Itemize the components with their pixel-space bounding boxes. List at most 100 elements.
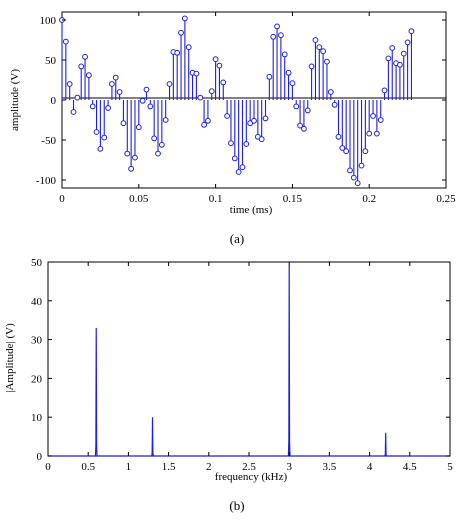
stem-marker: [193, 70, 200, 77]
stem-marker: [82, 53, 88, 60]
x-tick-label-b: 3.5: [323, 461, 337, 473]
stem-marker: [289, 80, 296, 87]
stem-marker: [339, 145, 346, 151]
stem-marker: [235, 169, 242, 175]
stem-marker: [316, 44, 323, 51]
stem-marker: [162, 117, 169, 123]
panel-caption-a: (a): [230, 231, 244, 246]
stem-marker: [220, 79, 227, 86]
stem-marker: [389, 45, 396, 51]
y-tick-label-a: -100: [36, 175, 57, 187]
stem-marker: [116, 89, 123, 95]
stem-marker: [74, 94, 81, 101]
x-tick-label-b: 5: [447, 461, 453, 473]
stem-marker: [304, 107, 311, 114]
stem-marker: [143, 86, 150, 93]
plot-area-b-frame: [47, 261, 451, 457]
x-tick-label-b: 2.5: [242, 461, 256, 473]
stem-marker: [66, 81, 73, 87]
x-axis-label-a: time (ms): [230, 204, 273, 216]
stem-marker: [312, 37, 319, 43]
stem-marker: [93, 129, 100, 135]
x-tick-label-a: 0.15: [283, 193, 303, 205]
y-axis-label-a: amplitude (V): [9, 69, 21, 131]
stem-marker: [120, 120, 127, 127]
x-tick-label-a: 0.1: [209, 193, 223, 205]
stem-marker: [297, 122, 303, 129]
y-tick-label-a: 0: [51, 95, 57, 107]
stem-marker: [358, 162, 365, 169]
y-tick-label-a: -50: [41, 135, 56, 147]
stem-marker: [243, 141, 250, 147]
stem-marker: [239, 164, 246, 171]
stem-marker: [343, 148, 350, 155]
x-tick-label-b: 0: [45, 461, 51, 473]
stem-marker: [266, 73, 273, 80]
stem-marker: [185, 44, 192, 51]
x-tick-label-b: 4.5: [403, 461, 417, 473]
stem-marker: [208, 88, 215, 95]
stem-marker: [128, 165, 135, 172]
spectrum-line: [48, 265, 450, 457]
x-tick-label-b: 1.5: [162, 461, 176, 473]
x-ticks-b: 0 0.5 1 1.5 2 2.5 3 3.5 4 4.5 5: [45, 262, 453, 473]
y-tick-label-a: 100: [40, 15, 57, 27]
stem-marker: [97, 145, 104, 152]
stem-marker: [370, 113, 376, 119]
stem-marker: [293, 103, 300, 110]
stem-marker: [281, 51, 288, 58]
x-tick-label-b: 1: [126, 461, 132, 473]
stem-marker: [212, 56, 219, 63]
x-tick-label-b: 4: [367, 461, 373, 473]
stem-marker: [270, 33, 277, 40]
x-tick-label-a: 0: [59, 193, 65, 205]
stem-marker: [112, 74, 119, 81]
y-axis-label-b: |Amplitude| (V): [4, 323, 16, 393]
stem-marker: [155, 150, 161, 157]
stem-marker: [308, 63, 315, 70]
x-tick-label-a: 0.2: [362, 193, 376, 205]
chart-b: 0 0.5 1 1.5 2 2.5 3 3.5 4 4.5 5 0 10 20 30 40 50 freque…: [4, 257, 453, 513]
stem-marker: [327, 89, 334, 95]
x-tick-label-b: 3: [286, 461, 292, 473]
stem-marker: [324, 58, 330, 65]
stem-marker: [197, 94, 204, 101]
y-tick-label-b: 50: [31, 257, 43, 269]
x-tick-label-a: 0.25: [436, 193, 456, 205]
x-axis-label-b: frequency (kHz): [215, 471, 288, 483]
stem-marker: [147, 103, 154, 110]
stem-marker: [231, 155, 238, 162]
stem-marker: [331, 101, 338, 108]
stem-marker: [174, 49, 181, 56]
stem-marker: [151, 135, 158, 142]
panel-caption-b: (b): [229, 498, 244, 513]
stem-marker: [320, 48, 327, 55]
y-tick-label-b: 40: [31, 296, 43, 308]
stem-marker: [132, 154, 138, 161]
stem-marker: [366, 130, 373, 137]
stem-marker: [224, 113, 231, 119]
stem-marker: [201, 121, 207, 128]
stem-marker: [381, 87, 388, 94]
y-tick-label-b: 20: [31, 373, 43, 385]
stem-marker: [124, 150, 131, 157]
y-tick-label-b: 0: [37, 451, 43, 463]
stem-marker: [373, 130, 380, 137]
stem-marker: [166, 81, 173, 87]
stem-marker: [135, 124, 142, 131]
x-tick-label-a: 0.05: [129, 193, 149, 205]
stem-marker: [335, 133, 342, 140]
stem-marker: [262, 115, 269, 122]
stem-marker: [350, 174, 357, 181]
stem-marker: [70, 109, 77, 115]
stem-marker: [347, 167, 353, 174]
chart-a: 0 0.05 0.1 0.15 0.2 0.25 100 50 0 -50 -100 time (…: [9, 11, 456, 246]
stem-marker: [89, 103, 96, 110]
stem-series-a: [59, 15, 415, 187]
stem-marker: [397, 61, 403, 68]
stem-marker: [158, 141, 165, 148]
stem-marker: [404, 39, 411, 46]
stem-marker: [354, 180, 361, 187]
